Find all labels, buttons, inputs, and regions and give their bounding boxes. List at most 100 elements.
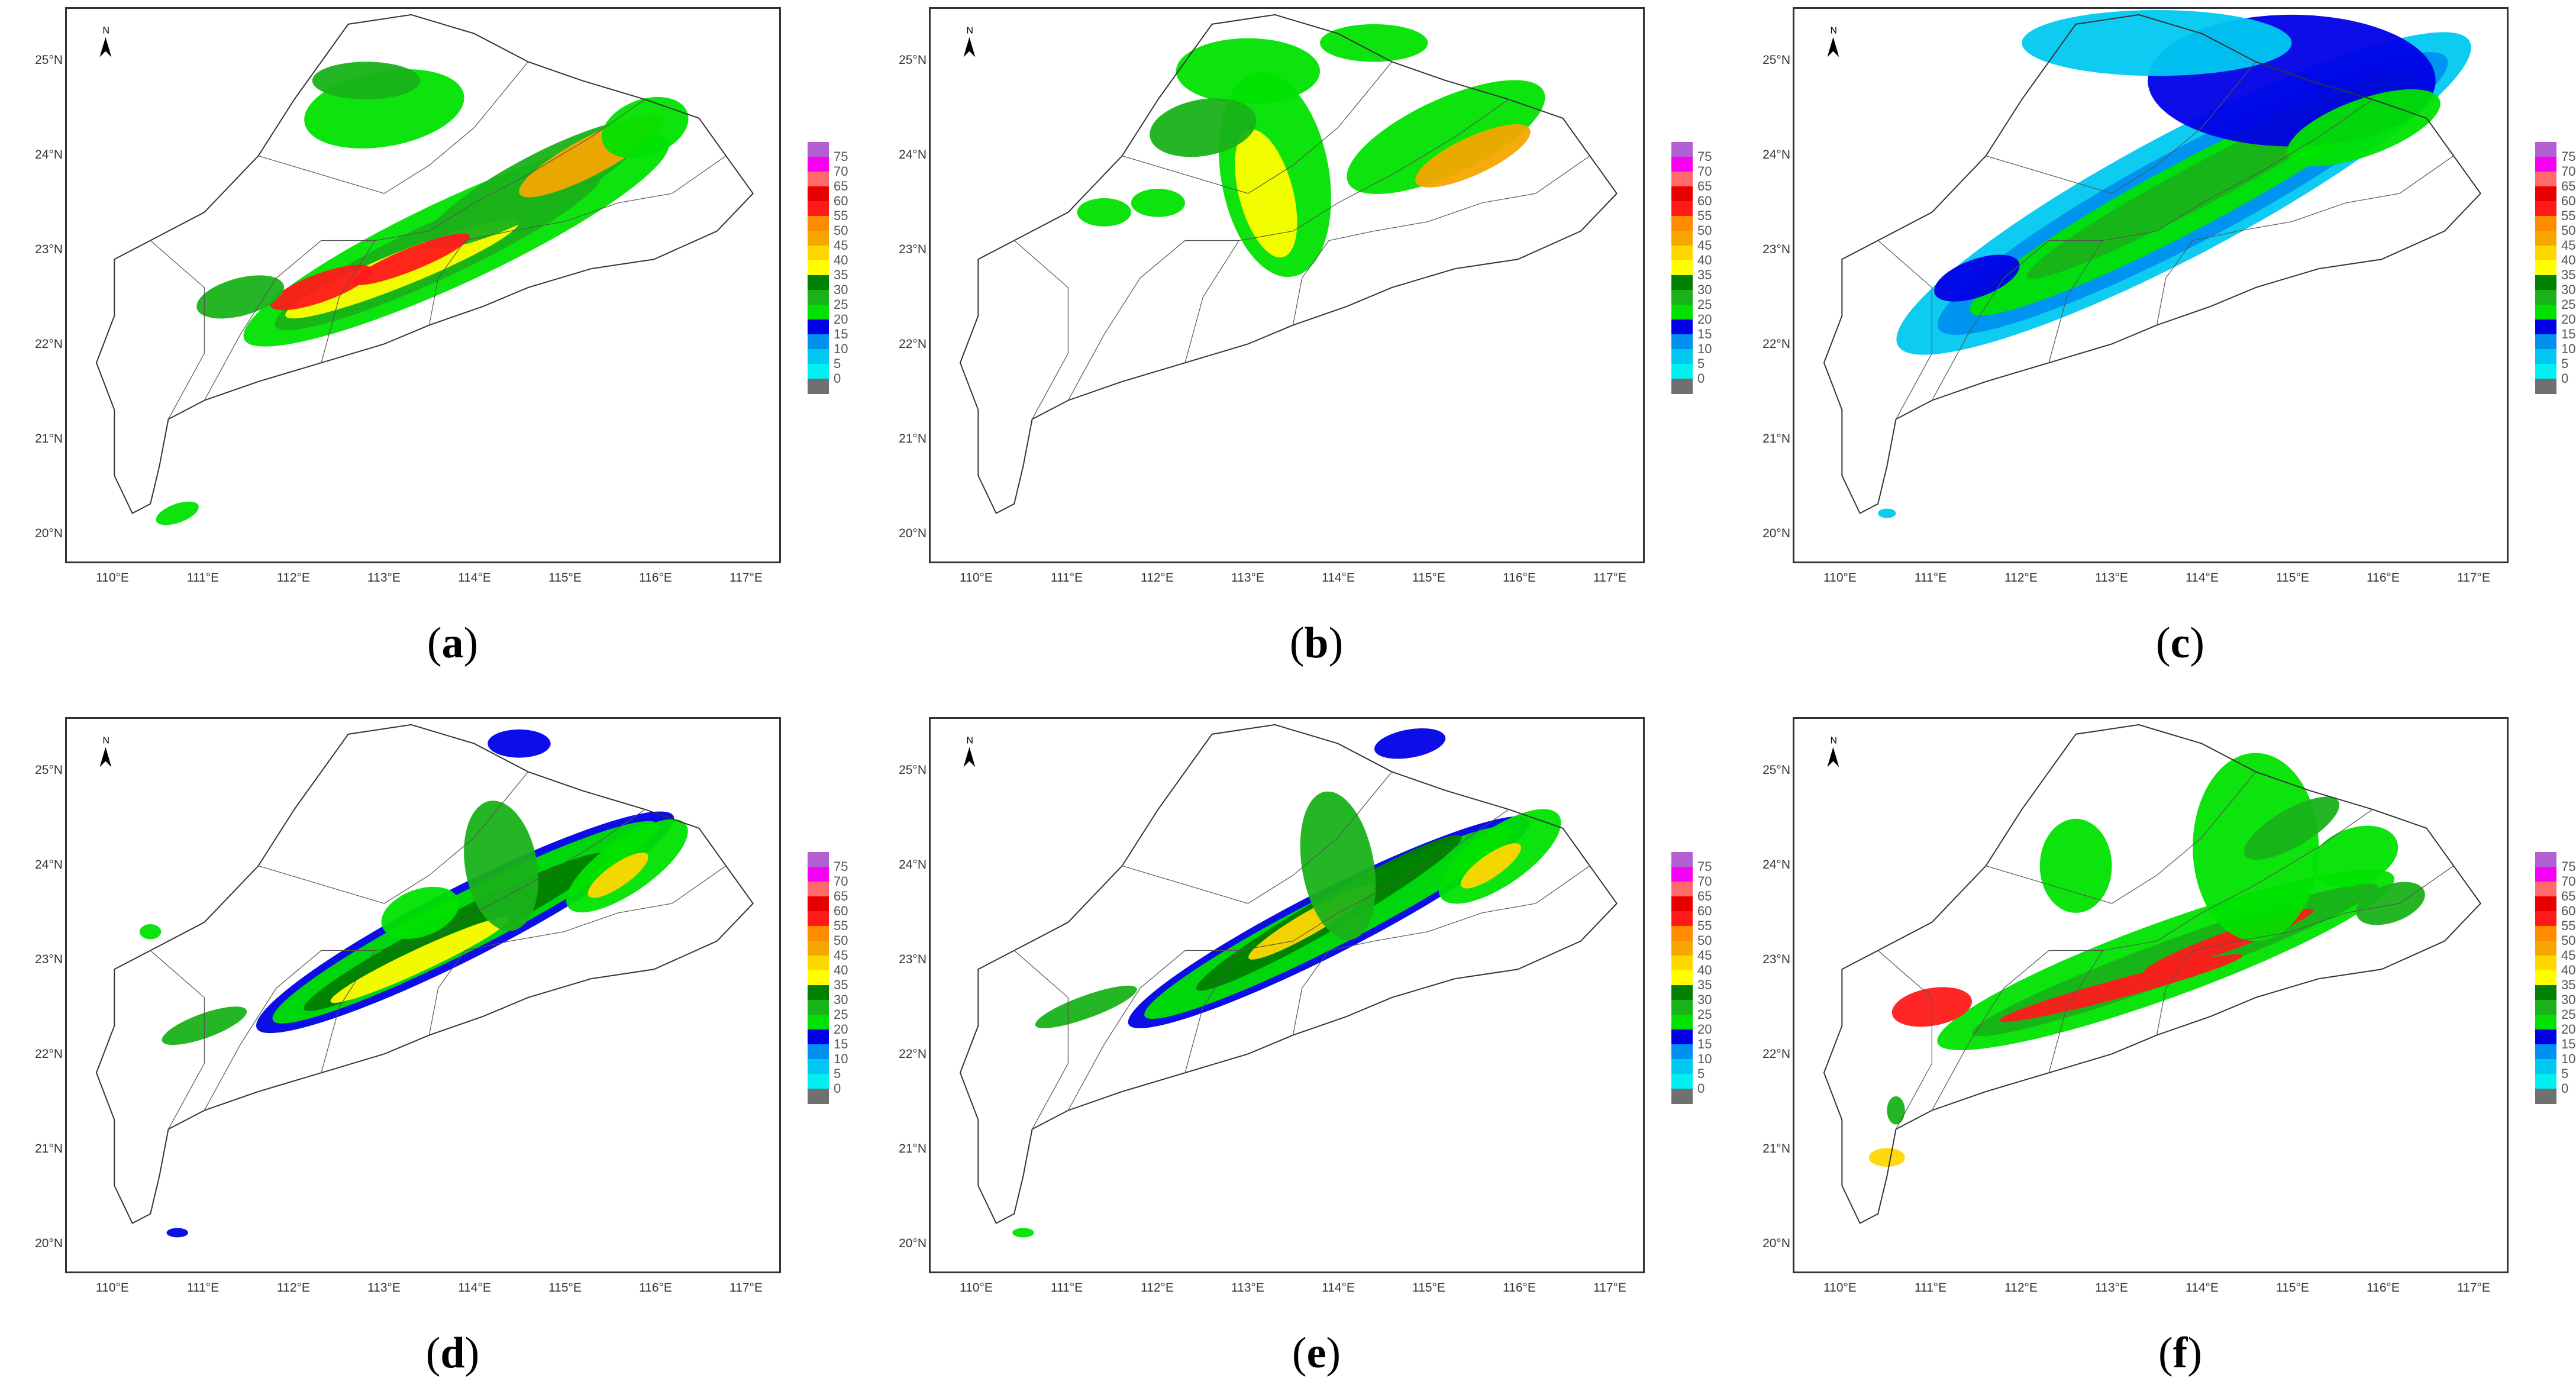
echo-region — [1035, 985, 1137, 1028]
latitude-tick-label: 25°N — [35, 763, 63, 777]
colorbar-tick-label: 40 — [1697, 963, 1712, 977]
longitude-tick-label: 110°E — [960, 571, 993, 585]
colorbar-tick-label: 15 — [834, 327, 848, 341]
longitude-tick-label: 111°E — [1914, 1281, 1947, 1295]
longitude-tick-label: 117°E — [2457, 1281, 2490, 1295]
north-arrow-icon: N — [1827, 736, 1839, 767]
county-boundary — [1986, 62, 2257, 194]
panel-caption: (a) — [24, 618, 882, 669]
colorbar-swatch — [1671, 334, 1693, 350]
caption-paren-close: ) — [1326, 1329, 1341, 1377]
echo-region — [1131, 189, 1186, 217]
north-label: N — [1830, 736, 1836, 746]
echo-region — [1415, 124, 1531, 188]
latitude-tick-label: 22°N — [899, 337, 927, 351]
colorbar-swatch — [1671, 157, 1693, 172]
latitude-tick-label: 21°N — [1762, 1142, 1790, 1156]
colorbar-tick-label: 60 — [2561, 193, 2576, 208]
echo-region — [1868, 1148, 1905, 1167]
caption-paren-close: ) — [2187, 1329, 2202, 1377]
caption-paren-open: ( — [2155, 619, 2171, 667]
latitude-tick-label: 20°N — [35, 527, 63, 540]
longitude-tick-label: 111°E — [186, 1281, 219, 1295]
colorbar-swatch — [1671, 379, 1693, 394]
latitude-tick-label: 20°N — [35, 1237, 63, 1250]
caption-paren-close: ) — [463, 619, 479, 667]
colorbar-swatch — [1671, 364, 1693, 379]
colorbar-swatch — [808, 349, 829, 364]
caption-paren-open: ( — [425, 1329, 441, 1377]
longitude-tick-label: 116°E — [2367, 1281, 2400, 1295]
caption-paren-open: ( — [2158, 1329, 2173, 1377]
echo-region — [1077, 198, 1131, 227]
colorbar-tick-label: 75 — [1697, 859, 1712, 874]
latitude-tick-label: 22°N — [1762, 1047, 1790, 1061]
colorbar-swatch — [2535, 364, 2556, 379]
echo-region — [2022, 9, 2292, 76]
colorbar-tick-label: 55 — [2561, 918, 2576, 933]
echo-region — [602, 96, 689, 159]
colorbar-swatch — [1671, 1089, 1693, 1104]
colorbar-tick-label: 65 — [2561, 889, 2576, 903]
colorbar-swatch — [1671, 275, 1693, 291]
province-boundary — [95, 724, 754, 1224]
county-boundary — [1292, 155, 1590, 325]
county-boundary — [1122, 772, 1393, 904]
county-boundary — [2156, 865, 2454, 1035]
colorbar-swatch — [1671, 319, 1693, 335]
colorbar-swatch — [808, 157, 829, 172]
colorbar-tick-label: 30 — [834, 992, 848, 1007]
colorbar-tick-label: 55 — [834, 208, 848, 223]
county-boundary — [1292, 865, 1590, 1035]
county-boundary — [1013, 240, 1069, 419]
colorbar-tick-label: 25 — [1697, 297, 1712, 312]
longitude-tick-label: 112°E — [277, 571, 310, 585]
colorbar-swatch — [1671, 186, 1693, 202]
colorbar-tick-label: 75 — [1697, 149, 1712, 164]
colorbar-swatch — [2535, 216, 2556, 231]
colorbar-swatch — [808, 985, 829, 1001]
longitude-tick-label: 116°E — [639, 571, 672, 585]
colorbar-swatch — [2535, 1044, 2556, 1060]
echo-region — [2243, 796, 2340, 860]
county-boundary — [1184, 99, 1509, 363]
map-plot-area: N — [65, 7, 781, 563]
longitude-tick-label: 113°E — [367, 571, 401, 585]
colorbar-tick-label: 0 — [834, 371, 841, 386]
colorbar-tick-label: 20 — [2561, 312, 2576, 327]
caption-letter: a — [441, 619, 464, 667]
colorbar-swatch — [1671, 201, 1693, 217]
radar-reflectivity-map: N — [1823, 724, 2482, 1224]
latitude-tick-label: 22°N — [35, 337, 63, 351]
caption-letter: b — [1304, 619, 1329, 667]
echo-region — [1176, 38, 1321, 104]
north-arrow-icon: N — [99, 736, 112, 767]
colorbar-swatch — [1671, 231, 1693, 246]
county-boundary — [1067, 950, 1239, 1111]
colorbar-tick-label: 55 — [1697, 918, 1712, 933]
colorbar-tick-label: 50 — [834, 223, 848, 238]
colorbar-swatch — [808, 911, 829, 927]
colorbar-swatch — [1671, 172, 1693, 187]
colorbar-tick-label: 50 — [2561, 223, 2576, 238]
north-arrow-icon: N — [1827, 26, 1839, 57]
latitude-tick-label: 23°N — [899, 243, 927, 256]
latitude-tick-label: 23°N — [35, 243, 63, 256]
colorbar-swatch — [2535, 201, 2556, 217]
colorbar-tick-label: 50 — [834, 933, 848, 948]
colorbar-swatch — [808, 1059, 829, 1074]
caption-letter: f — [2173, 1329, 2188, 1377]
echo-region — [1235, 129, 1297, 258]
colorbar-swatch — [1671, 260, 1693, 276]
echo-region — [1934, 254, 2020, 302]
latitude-tick-label: 22°N — [35, 1047, 63, 1061]
longitude-tick-label: 112°E — [1141, 1281, 1174, 1295]
colorbar-swatch — [1671, 216, 1693, 231]
longitude-tick-label: 112°E — [2004, 571, 2038, 585]
echo-region — [139, 924, 162, 940]
colorbar-tick-label: 70 — [834, 164, 848, 179]
county-boundary — [150, 240, 205, 419]
colorbar-tick-label: 10 — [834, 341, 848, 356]
colorbar-tick-label: 5 — [1697, 356, 1705, 371]
colorbar-swatch — [808, 1000, 829, 1015]
